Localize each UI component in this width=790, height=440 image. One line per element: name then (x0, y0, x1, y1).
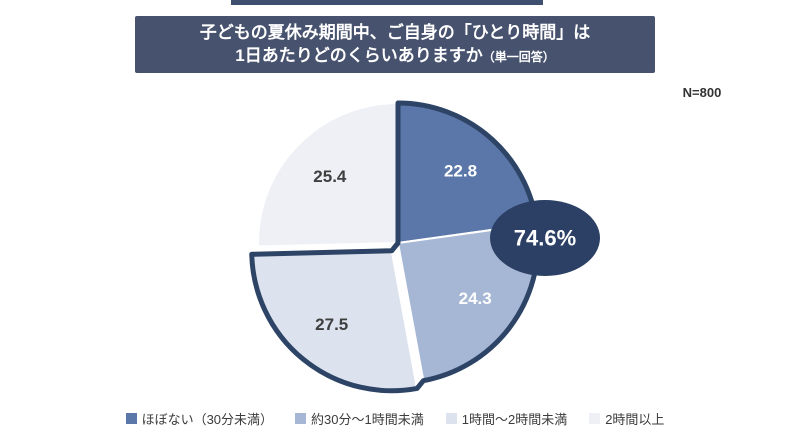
legend-swatch-0 (125, 412, 137, 424)
legend-swatch-3 (589, 412, 601, 424)
legend-item-1: 約30分～1時間未満 (295, 409, 424, 428)
legend-label-1: 約30分～1時間未満 (311, 411, 424, 427)
chart-title-answer-type: （単一回答） (482, 50, 555, 64)
chart-title-banner: 子どもの夏休み期間中、ご自身の「ひとり時間」は 1日あたりどのくらいありますか（… (135, 16, 655, 73)
chart-title-line2: 1日あたりどのくらいありますか（単一回答） (235, 46, 554, 66)
legend-label-3: 2時間以上 (605, 411, 665, 427)
chart-legend: ほぼない（30分未満） 約30分～1時間未満 1時間～2時間未満 2時間以上 (0, 408, 790, 428)
legend-label-0: ほぼない（30分未満） (141, 411, 274, 427)
sample-size-label: N=800 (682, 85, 722, 100)
top-edge-bar (231, 0, 543, 5)
pie-slice-3 (257, 102, 399, 248)
highlight-group-outline (249, 100, 541, 394)
chart-title-line1: 子どもの夏休み期間中、ご自身の「ひとり時間」は (199, 22, 591, 42)
legend-item-3: 2時間以上 (589, 409, 664, 428)
legend-swatch-1 (295, 412, 307, 424)
legend-item-2: 1時間～2時間未満 (445, 409, 568, 428)
legend-item-0: ほぼない（30分未満） (125, 409, 274, 428)
legend-swatch-2 (445, 412, 457, 424)
chart-title-line2-main: 1日あたりどのくらいありますか (235, 46, 483, 65)
pie-slice-value-2: 27.5 (315, 315, 348, 334)
pie-slice-value-3: 25.4 (313, 167, 347, 186)
highlight-callout-label: 74.6% (514, 226, 576, 251)
highlight-callout (490, 200, 600, 276)
legend-label-2: 1時間～2時間未満 (461, 411, 568, 427)
pie-slice-value-0: 22.8 (444, 162, 477, 181)
pie-slice-value-1: 24.3 (459, 289, 492, 308)
